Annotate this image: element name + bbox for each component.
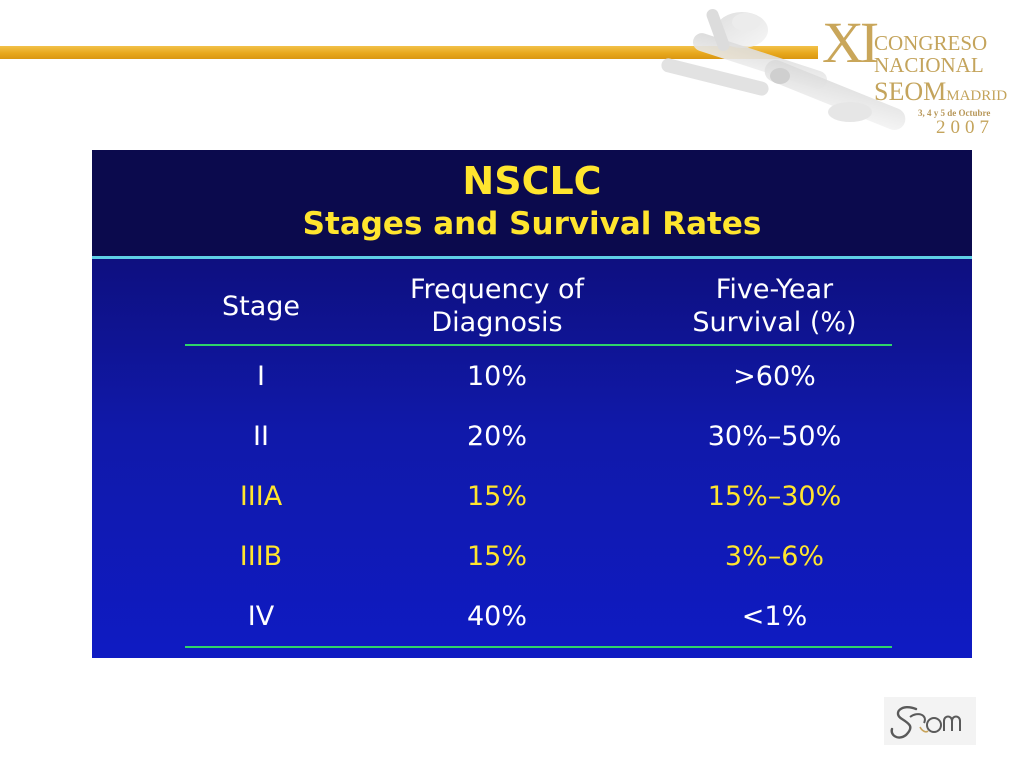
logo-org: SEOMMADRID (874, 78, 1007, 110)
survival-table: Stage Frequency of Diagnosis Five-Year S… (185, 268, 892, 648)
cell-frequency: 15% (466, 540, 527, 572)
logo-dates: 3, 4 y 5 de Octubre (918, 108, 991, 118)
slide-header: NSCLC Stages and Survival Rates (92, 150, 972, 256)
cell-frequency: 15% (466, 480, 527, 512)
cell-survival: >60% (733, 360, 816, 392)
cell-stage: II (253, 420, 269, 452)
logo-year: 2007 (936, 117, 994, 138)
table-header-row: Stage Frequency of Diagnosis Five-Year S… (185, 268, 892, 344)
cell-frequency: 20% (466, 420, 527, 452)
cell-survival: <1% (741, 600, 808, 632)
cell-survival: 15%–30% (707, 480, 842, 512)
logo-line-nacional: NACIONAL (874, 53, 984, 77)
table-row: II 20% 30%–50% (185, 406, 892, 466)
congress-logo: XI CONGRESO NACIONAL SEOMMADRID 3, 4 y 5… (822, 14, 1022, 145)
table-row: I 10% >60% (185, 346, 892, 406)
cell-frequency: 40% (466, 600, 527, 632)
microscope-watermark-icon (661, 8, 906, 130)
cell-stage: IIIA (239, 480, 283, 512)
slide-title: NSCLC (462, 159, 602, 203)
header-divider (92, 256, 972, 259)
table-bottom-rule (185, 646, 892, 648)
accent-bar (0, 46, 818, 59)
logo-numeral: XI (822, 10, 879, 75)
table-top-rule (185, 344, 892, 346)
column-header-stage: Stage (221, 290, 301, 322)
seom-logo-icon (884, 697, 976, 745)
column-header-survival: Five-Year Survival (%) (692, 274, 857, 338)
table-row: IIIA 15% 15%–30% (185, 466, 892, 526)
slide-panel: NSCLC Stages and Survival Rates Stage Fr… (92, 150, 972, 658)
logo-city: MADRID (946, 88, 1008, 104)
cell-survival: 3%–6% (724, 540, 825, 572)
cell-frequency: 10% (466, 360, 527, 392)
column-header-frequency: Frequency of Diagnosis (409, 274, 585, 338)
cell-survival: 30%–50% (707, 420, 842, 452)
cell-stage: IIIB (239, 540, 283, 572)
logo-line-congreso: CONGRESO (874, 31, 988, 55)
cell-stage: IV (247, 600, 275, 632)
logo-org-name: SEOM (874, 77, 947, 106)
cell-stage: I (257, 360, 265, 392)
table-row: IIIB 15% 3%–6% (185, 526, 892, 586)
slide-subtitle: Stages and Survival Rates (302, 206, 762, 242)
table-row: IV 40% <1% (185, 586, 892, 646)
